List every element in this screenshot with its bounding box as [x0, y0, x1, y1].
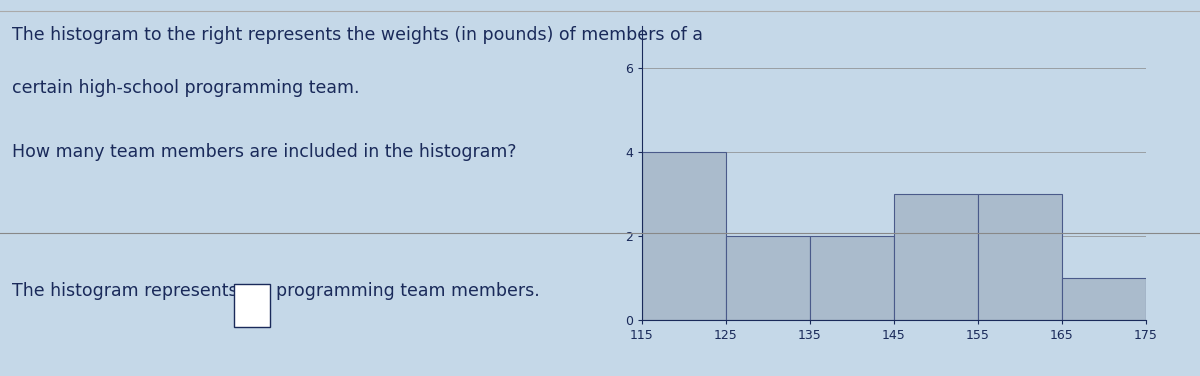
- Bar: [894, 194, 978, 320]
- Text: The histogram to the right represents the weights (in pounds) of members of a: The histogram to the right represents th…: [12, 26, 703, 44]
- Text: The histogram represents: The histogram represents: [12, 282, 238, 300]
- Bar: [1062, 278, 1146, 320]
- FancyBboxPatch shape: [234, 284, 270, 327]
- Text: certain high-school programming team.: certain high-school programming team.: [12, 79, 360, 97]
- Text: programming team members.: programming team members.: [276, 282, 540, 300]
- Text: How many team members are included in the histogram?: How many team members are included in th…: [12, 143, 516, 161]
- Bar: [726, 236, 810, 320]
- Bar: [642, 152, 726, 320]
- Bar: [810, 236, 894, 320]
- Bar: [978, 194, 1062, 320]
